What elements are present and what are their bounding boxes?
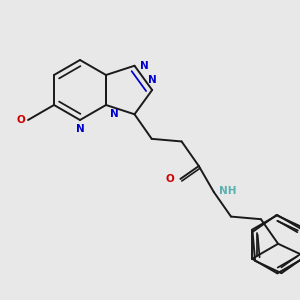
Text: NH: NH (219, 186, 236, 196)
Text: N: N (76, 124, 84, 134)
Text: N: N (110, 109, 119, 119)
Text: O: O (166, 174, 174, 184)
Text: N: N (140, 61, 148, 71)
Text: O: O (16, 115, 25, 125)
Text: N: N (148, 75, 157, 85)
